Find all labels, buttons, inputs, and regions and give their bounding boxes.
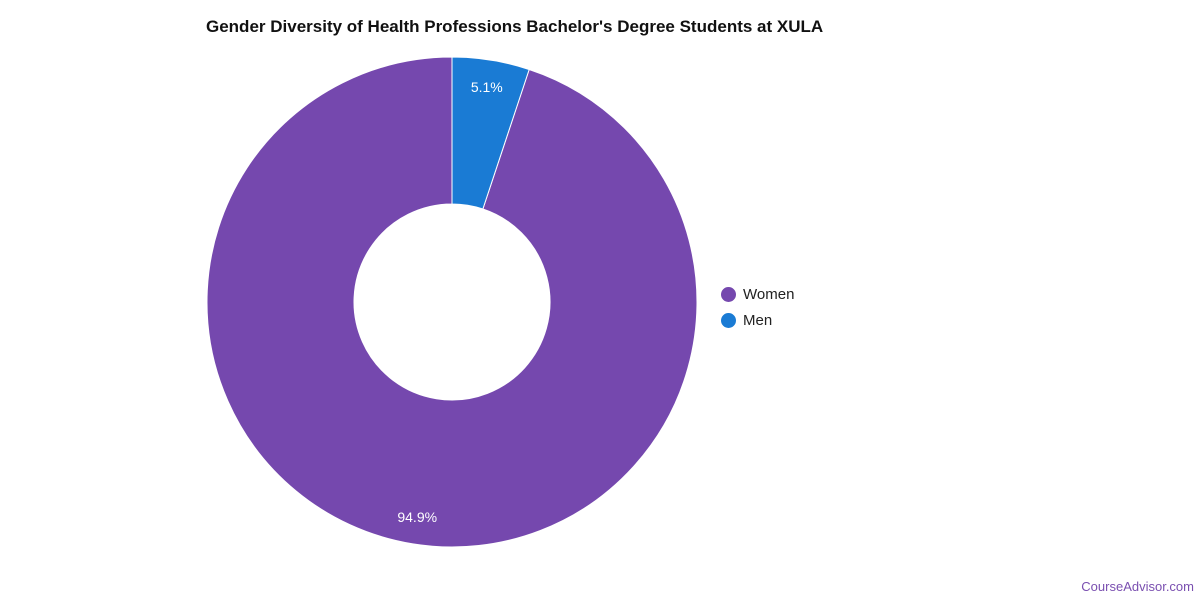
chart-title: Gender Diversity of Health Professions B… xyxy=(206,17,824,36)
legend-label-men: Men xyxy=(743,311,773,329)
donut-slice-men[interactable] xyxy=(451,56,530,210)
legend-swatch-men xyxy=(721,312,736,328)
chart-legend: Women Men xyxy=(721,281,794,333)
donut-slices xyxy=(206,56,698,548)
slice-label-women: 94.9% xyxy=(397,509,437,525)
legend-item-men[interactable]: Men xyxy=(721,307,794,333)
legend-swatch-women xyxy=(721,286,736,302)
donut-slice-women[interactable] xyxy=(206,56,698,548)
slice-label-men: 5.1% xyxy=(471,79,503,95)
donut-slice-labels: 94.9% 5.1% xyxy=(397,79,502,525)
source-credit[interactable]: CourseAdvisor.com xyxy=(1081,579,1194,594)
legend-label-women: Women xyxy=(743,285,795,303)
legend-item-women[interactable]: Women xyxy=(721,281,794,307)
